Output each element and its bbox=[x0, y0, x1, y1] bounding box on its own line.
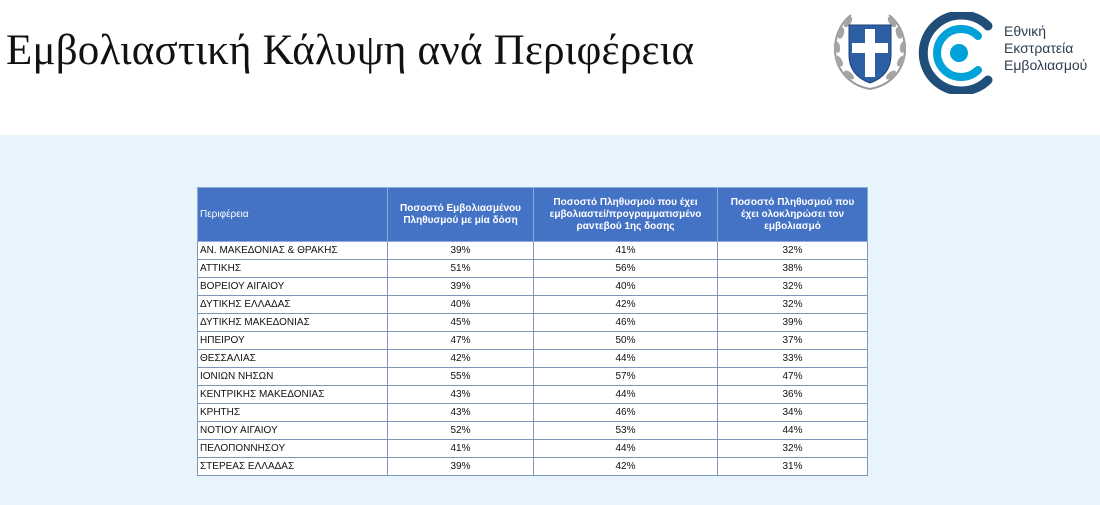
one-dose-cell: 42% bbox=[387, 349, 534, 368]
first-dose-appointment-cell: 44% bbox=[533, 385, 718, 404]
first-dose-appointment-cell: 40% bbox=[533, 277, 718, 296]
one-dose-cell: 52% bbox=[387, 421, 534, 440]
region-cell: ΣΤΕΡΕΑΣ ΕΛΛΑΔΑΣ bbox=[197, 457, 388, 476]
fully-vaccinated-cell: 37% bbox=[717, 331, 868, 350]
table-row: ΠΕΛΟΠΟΝΝΗΣΟΥ 41% 44% 32% bbox=[197, 439, 868, 458]
table-row: ΑΝ. ΜΑΚΕΔΟΝΙΑΣ & ΘΡΑΚΗΣ 39% 41% 32% bbox=[197, 241, 868, 260]
fully-vaccinated-cell: 32% bbox=[717, 241, 868, 260]
fully-vaccinated-cell: 47% bbox=[717, 367, 868, 386]
column-header-first-dose-appointment: Ποσοστό Πληθυσμού που έχει εμβολιαστεί/π… bbox=[533, 187, 718, 242]
table-row: ΔΥΤΙΚΗΣ ΕΛΛΑΔΑΣ 40% 42% 32% bbox=[197, 295, 868, 314]
column-header-fully-vaccinated: Ποσοστό Πληθυσμού που έχει ολοκληρώσει τ… bbox=[717, 187, 868, 242]
first-dose-appointment-cell: 56% bbox=[533, 259, 718, 278]
fully-vaccinated-cell: 33% bbox=[717, 349, 868, 368]
region-cell: ΚΕΝΤΡΙΚΗΣ ΜΑΚΕΔΟΝΙΑΣ bbox=[197, 385, 388, 404]
logo-text-line: Εκστρατεία bbox=[1004, 40, 1074, 56]
first-dose-appointment-cell: 57% bbox=[533, 367, 718, 386]
first-dose-appointment-cell: 46% bbox=[533, 403, 718, 422]
region-cell: ΚΡΗΤΗΣ bbox=[197, 403, 388, 422]
first-dose-appointment-cell: 53% bbox=[533, 421, 718, 440]
table-row: ΘΕΣΣΑΛΙΑΣ 42% 44% 33% bbox=[197, 349, 868, 368]
one-dose-cell: 51% bbox=[387, 259, 534, 278]
table-row: ΣΤΕΡΕΑΣ ΕΛΛΑΔΑΣ 39% 42% 31% bbox=[197, 457, 868, 476]
table-row: ΚΕΝΤΡΙΚΗΣ ΜΑΚΕΔΟΝΙΑΣ 43% 44% 36% bbox=[197, 385, 868, 404]
region-cell: ΒΟΡΕΙΟΥ ΑΙΓΑΙΟΥ bbox=[197, 277, 388, 296]
logo-text-line: Εθνική bbox=[1004, 23, 1047, 39]
column-header-region: Περιφέρεια bbox=[197, 187, 388, 242]
fully-vaccinated-cell: 38% bbox=[717, 259, 868, 278]
one-dose-cell: 39% bbox=[387, 277, 534, 296]
table-header-row: Περιφέρεια Ποσοστό Εμβολιασμένου Πληθυσμ… bbox=[197, 187, 868, 242]
fully-vaccinated-cell: 32% bbox=[717, 439, 868, 458]
fully-vaccinated-cell: 32% bbox=[717, 277, 868, 296]
fully-vaccinated-cell: 44% bbox=[717, 421, 868, 440]
first-dose-appointment-cell: 42% bbox=[533, 295, 718, 314]
region-cell: ΑΝ. ΜΑΚΕΔΟΝΙΑΣ & ΘΡΑΚΗΣ bbox=[197, 241, 388, 260]
column-header-one-dose: Ποσοστό Εμβολιασμένου Πληθυσμού με μία δ… bbox=[387, 187, 534, 242]
one-dose-cell: 40% bbox=[387, 295, 534, 314]
region-cell: ΗΠΕΙΡΟΥ bbox=[197, 331, 388, 350]
fully-vaccinated-cell: 34% bbox=[717, 403, 868, 422]
table-row: ΔΥΤΙΚΗΣ ΜΑΚΕΔΟΝΙΑΣ 45% 46% 39% bbox=[197, 313, 868, 332]
region-cell: ΠΕΛΟΠΟΝΝΗΣΟΥ bbox=[197, 439, 388, 458]
first-dose-appointment-cell: 46% bbox=[533, 313, 718, 332]
page-title: Εμβολιαστική Κάλυψη ανά Περιφέρεια bbox=[6, 27, 695, 74]
fully-vaccinated-cell: 32% bbox=[717, 295, 868, 314]
table-row: ΝΟΤΙΟΥ ΑΙΓΑΙΟΥ 52% 53% 44% bbox=[197, 421, 868, 440]
one-dose-cell: 39% bbox=[387, 241, 534, 260]
one-dose-cell: 43% bbox=[387, 403, 534, 422]
vaccination-campaign-logo-icon bbox=[918, 12, 993, 94]
logo-text: Εθνική Εκστρατεία Εμβολιασμού bbox=[1004, 23, 1087, 74]
region-cell: ΘΕΣΣΑΛΙΑΣ bbox=[197, 349, 388, 368]
first-dose-appointment-cell: 41% bbox=[533, 241, 718, 260]
first-dose-appointment-cell: 50% bbox=[533, 331, 718, 350]
region-cell: ΔΥΤΙΚΗΣ ΕΛΛΑΔΑΣ bbox=[197, 295, 388, 314]
one-dose-cell: 41% bbox=[387, 439, 534, 458]
logo-text-line: Εμβολιασμού bbox=[1004, 57, 1088, 73]
fully-vaccinated-cell: 39% bbox=[717, 313, 868, 332]
one-dose-cell: 55% bbox=[387, 367, 534, 386]
table-row: ΚΡΗΤΗΣ 43% 46% 34% bbox=[197, 403, 868, 422]
fully-vaccinated-cell: 31% bbox=[717, 457, 868, 476]
vaccination-coverage-table: Περιφέρεια Ποσοστό Εμβολιασμένου Πληθυσμ… bbox=[197, 187, 868, 476]
region-cell: ΙΟΝΙΩΝ ΝΗΣΩΝ bbox=[197, 367, 388, 386]
one-dose-cell: 43% bbox=[387, 385, 534, 404]
table-row: ΗΠΕΙΡΟΥ 47% 50% 37% bbox=[197, 331, 868, 350]
region-cell: ΔΥΤΙΚΗΣ ΜΑΚΕΔΟΝΙΑΣ bbox=[197, 313, 388, 332]
greek-coat-of-arms-icon bbox=[833, 14, 907, 90]
region-cell: ΑΤΤΙΚΗΣ bbox=[197, 259, 388, 278]
one-dose-cell: 39% bbox=[387, 457, 534, 476]
first-dose-appointment-cell: 44% bbox=[533, 349, 718, 368]
table-row: ΙΟΝΙΩΝ ΝΗΣΩΝ 55% 57% 47% bbox=[197, 367, 868, 386]
fully-vaccinated-cell: 36% bbox=[717, 385, 868, 404]
first-dose-appointment-cell: 44% bbox=[533, 439, 718, 458]
one-dose-cell: 45% bbox=[387, 313, 534, 332]
table-row: ΒΟΡΕΙΟΥ ΑΙΓΑΙΟΥ 39% 40% 32% bbox=[197, 277, 868, 296]
first-dose-appointment-cell: 42% bbox=[533, 457, 718, 476]
region-cell: ΝΟΤΙΟΥ ΑΙΓΑΙΟΥ bbox=[197, 421, 388, 440]
table-row: ΑΤΤΙΚΗΣ 51% 56% 38% bbox=[197, 259, 868, 278]
one-dose-cell: 47% bbox=[387, 331, 534, 350]
